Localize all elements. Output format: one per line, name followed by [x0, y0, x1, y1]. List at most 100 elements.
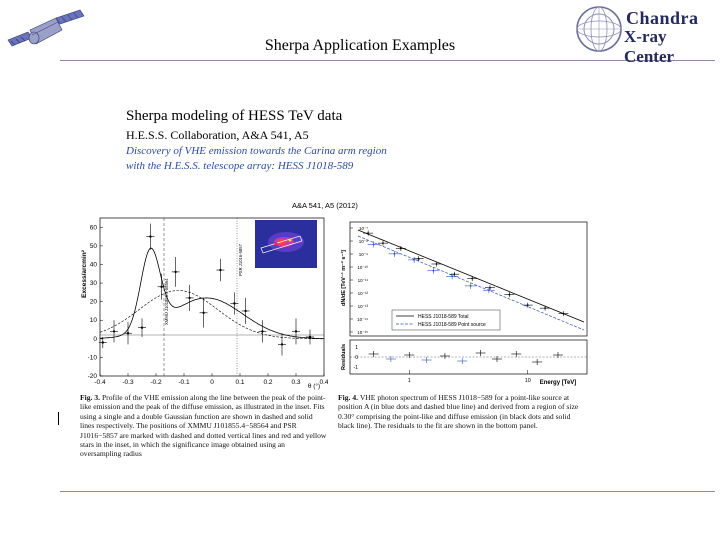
fig4-ytick-label: 10⁻¹⁵ [357, 330, 368, 335]
fig4-ytick-label: 10⁻¹⁴ [357, 317, 368, 322]
fig4-main-frame [349, 221, 588, 337]
fig4-point-point [469, 284, 472, 287]
fig4-point-point [432, 269, 435, 272]
fig3-data-point [261, 330, 264, 333]
fig4-total-point [562, 312, 565, 315]
chandra-logo-icon [576, 6, 622, 52]
fig3-data-point [233, 302, 236, 305]
fig4-ytick-label: 10⁻⁹ [359, 252, 368, 257]
fig4-total-point [453, 273, 456, 276]
fig4-total-fit-line [357, 229, 585, 323]
fig3-ytick-label: -10 [88, 354, 98, 361]
slide-title: Sherpa Application Examples [264, 37, 456, 54]
fig4-rtick-label: -1 [354, 365, 359, 371]
fig3-data-point [294, 330, 298, 333]
fig4-rtick-label: 0 [355, 355, 358, 361]
fig3-data-point [280, 343, 284, 346]
fig4-total-point [382, 242, 384, 245]
header-divider [60, 60, 715, 61]
fig4-xtick-label: 10 [525, 378, 531, 384]
fig3-data-point [140, 326, 144, 329]
fig3-ytick-label: 50 [90, 243, 98, 250]
fig4-ytick-label: 10⁻⁸ [359, 239, 368, 244]
fig3-xtick-label: 0.4 [319, 379, 328, 386]
fig3-caption-label: Fig. 3. [80, 393, 101, 402]
fig3-data-point [219, 268, 222, 272]
fig3-data-point [174, 270, 177, 274]
paper-title-line1: Discovery of VHE emission towards the Ca… [126, 145, 387, 157]
fig3-data-point [308, 335, 312, 339]
fig4-rtick-label: 1 [355, 345, 358, 351]
fig3-data-point [101, 341, 104, 344]
fig3-single-gaussian-fit [99, 290, 324, 340]
fig3-ytick-label: 30 [90, 280, 98, 287]
fig3-ytick-label: 20 [90, 299, 98, 306]
fig3-xtick-label: 0.1 [235, 379, 244, 386]
fig4-total-point [544, 307, 546, 310]
fig4-point-point [487, 289, 490, 292]
fig3-inset-image [255, 220, 317, 268]
fig3-data-point [149, 235, 152, 238]
fig3-data-point [202, 311, 205, 315]
fig4-ytick-label: 10⁻¹² [358, 291, 369, 296]
fig4-ytick-label: 10⁻⁷ [359, 226, 368, 231]
fig3-caption-text: Profile of the VHE emission along the li… [80, 393, 327, 459]
fig3-ytick-label: 10 [90, 317, 98, 324]
fig4-total-point [526, 304, 529, 307]
fig3-xtick-label: -0.3 [122, 379, 134, 386]
fig4-point-point [451, 275, 454, 278]
margin-mark [58, 412, 59, 425]
fig4-xtick-label: 1 [408, 378, 411, 384]
logo-name: Chandra [626, 8, 699, 28]
fig3-ytick-label: -20 [88, 373, 98, 380]
footer-divider [60, 491, 715, 492]
satellite-icon [7, 9, 85, 47]
fig4-legend: HESS J1018-589 Total HESS J1018-589 Poin… [391, 309, 501, 331]
fig4-total-point [435, 263, 438, 265]
fig3-xtick-label: 0.2 [263, 379, 272, 386]
fig3-data-point [126, 332, 130, 335]
fig3-caption: Fig. 3. Profile of the VHE emission alon… [80, 393, 328, 459]
logo-subtitle: X-ray Center [624, 27, 675, 66]
fig4-legend-point: HESS J1018-589 Point source [418, 322, 486, 328]
fig4-spectrum-plot: dN/dE [TeV⁻¹ m⁻² s⁻¹] Residuals 10⁻⁷ 10⁻⁸… [340, 221, 588, 386]
fig3-data-point [160, 285, 163, 288]
paper-title-line2: with the H.E.S.S. telescope array: HESS … [126, 160, 354, 172]
journal-reference: A&A 541, A5 (2012) [292, 201, 358, 210]
fig3-data-point [188, 296, 191, 300]
fig4-total-point [508, 293, 511, 296]
fig4-total-point [367, 232, 370, 235]
fig4-caption: Fig. 4. VHE photon spectrum of HESS J101… [338, 393, 588, 431]
fig4-caption-label: Fig. 4. [338, 393, 359, 402]
fig4-xlabel: Energy [TeV] [540, 380, 577, 386]
fig3-xtick-label: 0.3 [291, 379, 300, 386]
fig4-point-point [372, 243, 375, 246]
fig3-ytick-label: 60 [90, 224, 98, 231]
fig3-ytick-label: 0 [93, 336, 97, 343]
fig3-xtick-label: -0.4 [94, 379, 106, 386]
fig4-resid-label: Residuals [341, 344, 347, 370]
fig3-xtick-label: -0.2 [150, 379, 162, 386]
fig3-ytick-label: 40 [90, 261, 98, 268]
fig3-xtick-label: 0 [210, 379, 214, 386]
fig3-xlabel: θ (°) [308, 382, 320, 390]
fig4-total-point [489, 286, 491, 289]
fig4-point-fit-line [357, 235, 585, 331]
fig3-xtick-label: -0.1 [178, 379, 190, 386]
fig4-point-point [413, 258, 416, 261]
fig3-double-gaussian-fit [99, 247, 324, 339]
citation: H.E.S.S. Collaboration, A&A 541, A5 [126, 128, 309, 142]
fig3-data-point [112, 330, 116, 333]
fig4-total-point [417, 257, 420, 260]
fig4-ylabel: dN/dE [TeV⁻¹ m⁻² s⁻¹] [340, 250, 347, 306]
fig4-caption-text: VHE photon spectrum of HESS J1018−589 fo… [338, 393, 579, 431]
fig4-ytick-label: 10⁻¹³ [358, 304, 369, 309]
fig4-ytick-label: 10⁻¹¹ [358, 278, 369, 283]
fig4-total-point [471, 277, 474, 280]
fig3-yellow-star [288, 238, 292, 242]
fig3-profile-plot: Excess/arcmin² 60 50 40 30 20 10 0 -10 -20 -0.4 -… [81, 217, 328, 390]
fig4-legend-total: HESS J1018-589 Total [418, 314, 469, 320]
fig3-annot-left: XMMU J101855.4-58564 [164, 278, 169, 325]
fig4-ytick-label: 10⁻¹⁰ [357, 265, 368, 270]
fig4-total-point [399, 247, 402, 250]
